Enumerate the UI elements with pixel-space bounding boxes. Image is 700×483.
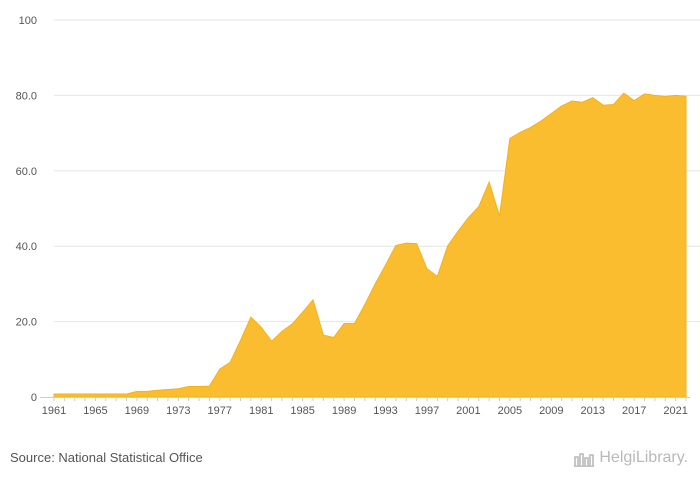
x-tick-label: 1989 — [332, 405, 356, 417]
brand-logo: HelgiLibrary. — [573, 449, 688, 467]
source-note: Source: National Statistical Office — [10, 450, 203, 465]
area-chart: 0 20.0 40.0 60.0 80.0 100 1961 1965 1969 1973 1977… — [16, 15, 700, 417]
y-tick-label: 60.0 — [16, 166, 37, 178]
y-tick-label: 100 — [19, 15, 37, 27]
x-tick-label: 1961 — [42, 405, 66, 417]
brand-name: HelgiLibrary. — [599, 449, 688, 466]
y-tick-label: 40.0 — [16, 241, 37, 253]
x-tick-label: 2017 — [622, 405, 646, 417]
area-series-fill — [53, 92, 687, 398]
x-tick-label: 2001 — [456, 405, 480, 417]
x-tick-label: 1977 — [208, 405, 232, 417]
x-tick-label: 2013 — [581, 405, 605, 417]
x-tick-label: 1969 — [125, 405, 149, 417]
x-tick-label: 1993 — [373, 405, 397, 417]
x-tick-label: 1997 — [415, 405, 439, 417]
y-tick-label: 0 — [31, 392, 37, 404]
x-tick-label: 2021 — [663, 405, 687, 417]
x-tick-label: 2005 — [498, 405, 522, 417]
area-series — [53, 92, 687, 398]
x-tick-label: 2009 — [539, 405, 563, 417]
library-building-icon — [574, 453, 595, 467]
x-tick-label: 1985 — [290, 405, 314, 417]
x-tick-label: 1965 — [83, 405, 107, 417]
x-tick-label: 1973 — [166, 405, 190, 417]
y-tick-label: 80.0 — [16, 90, 37, 102]
y-tick-label: 20.0 — [16, 317, 37, 329]
x-tick-label: 1981 — [249, 405, 273, 417]
axes: 0 20.0 40.0 60.0 80.0 100 1961 1965 1969 1973 1977… — [16, 15, 690, 417]
